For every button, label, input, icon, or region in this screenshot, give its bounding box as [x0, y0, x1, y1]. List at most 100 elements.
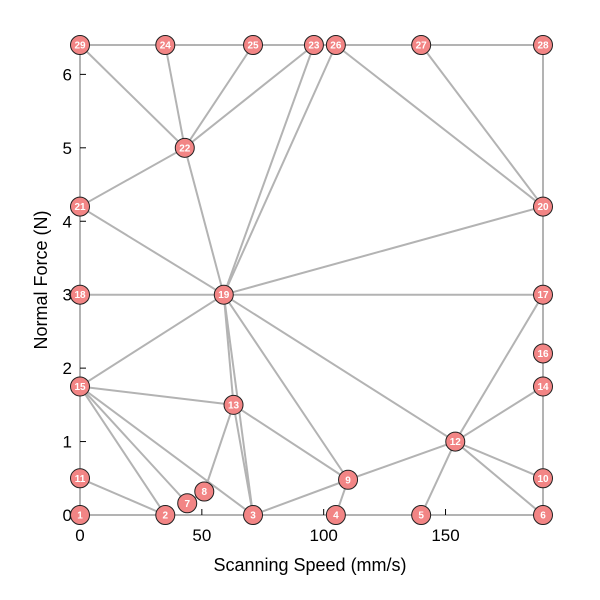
- node-25: 25: [243, 35, 264, 55]
- node-label: 25: [247, 41, 259, 52]
- node-marker: [70, 376, 90, 397]
- node-marker: [411, 505, 432, 525]
- edge-22-23: [184, 44, 315, 149]
- node-8: 8: [194, 481, 215, 502]
- node-27: 27: [411, 35, 432, 55]
- node-marker: [533, 468, 553, 489]
- edge-12-6: [454, 440, 544, 516]
- node-6: 6: [533, 505, 553, 525]
- node-19: 19: [213, 284, 234, 305]
- node-12: 12: [445, 431, 466, 452]
- node-marker: [445, 431, 466, 452]
- node-label: 12: [450, 437, 462, 448]
- node-label: 29: [74, 41, 86, 52]
- y-tick-label: 5: [63, 139, 72, 158]
- y-tick-label: 6: [63, 65, 72, 84]
- node-18: 18: [70, 284, 90, 305]
- node-label: 9: [345, 475, 351, 486]
- node-label: 8: [201, 487, 207, 498]
- node-7: 7: [177, 493, 198, 514]
- node-17: 17: [533, 284, 553, 305]
- node-marker: [70, 35, 90, 55]
- node-marker: [70, 505, 90, 525]
- node-marker: [213, 284, 234, 305]
- edge-19-21: [79, 205, 225, 296]
- y-tick-label: 3: [63, 286, 72, 305]
- edge-13-9: [232, 404, 349, 481]
- node-29: 29: [70, 35, 90, 55]
- x-tick-label: 50: [192, 526, 211, 545]
- node-label: 11: [75, 474, 86, 485]
- x-tick-label: 150: [431, 526, 459, 545]
- node-marker: [70, 468, 90, 489]
- edge-27-20: [420, 44, 544, 208]
- node-label: 7: [184, 499, 190, 510]
- y-tick-label: 0: [63, 506, 72, 525]
- node-label: 23: [308, 41, 320, 52]
- node-9: 9: [338, 469, 359, 490]
- edge-9-12: [347, 440, 456, 481]
- node-3: 3: [243, 505, 264, 525]
- node-label: 1: [77, 511, 83, 522]
- node-20: 20: [533, 196, 553, 217]
- edge-15-13: [79, 385, 234, 406]
- node-marker: [325, 505, 346, 525]
- node-24: 24: [155, 35, 176, 55]
- node-marker: [223, 394, 244, 415]
- node-14: 14: [533, 376, 553, 397]
- x-axis-ticks: 0 50 100 150: [75, 509, 460, 545]
- node-label: 2: [163, 511, 169, 522]
- node-marker: [325, 35, 346, 55]
- node-label: 20: [537, 202, 549, 213]
- node-26: 26: [325, 35, 346, 55]
- node-label: 19: [218, 290, 230, 301]
- node-label: 13: [228, 400, 240, 411]
- node-label: 3: [250, 511, 256, 522]
- y-tick-label: 4: [63, 212, 72, 231]
- node-label: 26: [330, 41, 342, 52]
- node-label: 27: [416, 41, 428, 52]
- node-label: 24: [160, 41, 172, 52]
- edge-8-13: [203, 404, 235, 492]
- edge-19-26: [222, 44, 337, 296]
- node-marker: [338, 469, 359, 490]
- edge-12-17: [454, 294, 544, 443]
- node-1: 1: [70, 505, 90, 525]
- node-marker: [70, 284, 90, 305]
- node-label: 4: [333, 511, 339, 522]
- node-marker: [70, 196, 90, 217]
- node-label: 22: [179, 143, 191, 154]
- node-marker: [533, 376, 553, 397]
- node-22: 22: [174, 137, 195, 158]
- edges-layer: [79, 44, 544, 516]
- edge-3-9: [252, 478, 349, 516]
- edge-12-5: [420, 441, 457, 516]
- node-label: 21: [74, 202, 86, 213]
- edge-15-7: [79, 385, 188, 504]
- edge-22-21: [79, 146, 186, 208]
- node-10: 10: [533, 468, 553, 489]
- node-23: 23: [303, 35, 324, 55]
- edge-19-20: [223, 205, 544, 296]
- node-marker: [533, 35, 553, 55]
- node-2: 2: [155, 505, 176, 525]
- node-marker: [194, 481, 215, 502]
- x-tick-label: 0: [75, 526, 84, 545]
- y-tick-label: 2: [63, 359, 72, 378]
- node-label: 5: [418, 511, 424, 522]
- edge-12-19: [223, 293, 456, 443]
- y-axis-ticks: 01 2 3 4 5 6: [63, 65, 86, 525]
- node-4: 4: [325, 505, 346, 525]
- x-axis-title: Scanning Speed (mm/s): [213, 555, 406, 575]
- node-label: 15: [74, 382, 86, 393]
- node-marker: [533, 284, 553, 305]
- edge-22-29: [79, 44, 186, 149]
- node-marker: [243, 505, 264, 525]
- node-label: 16: [537, 349, 549, 360]
- edge-11-2: [79, 477, 166, 516]
- edge-19-22: [183, 147, 225, 295]
- edge-15-19: [79, 293, 225, 388]
- edge-12-10: [454, 440, 544, 480]
- node-label: 28: [537, 41, 549, 52]
